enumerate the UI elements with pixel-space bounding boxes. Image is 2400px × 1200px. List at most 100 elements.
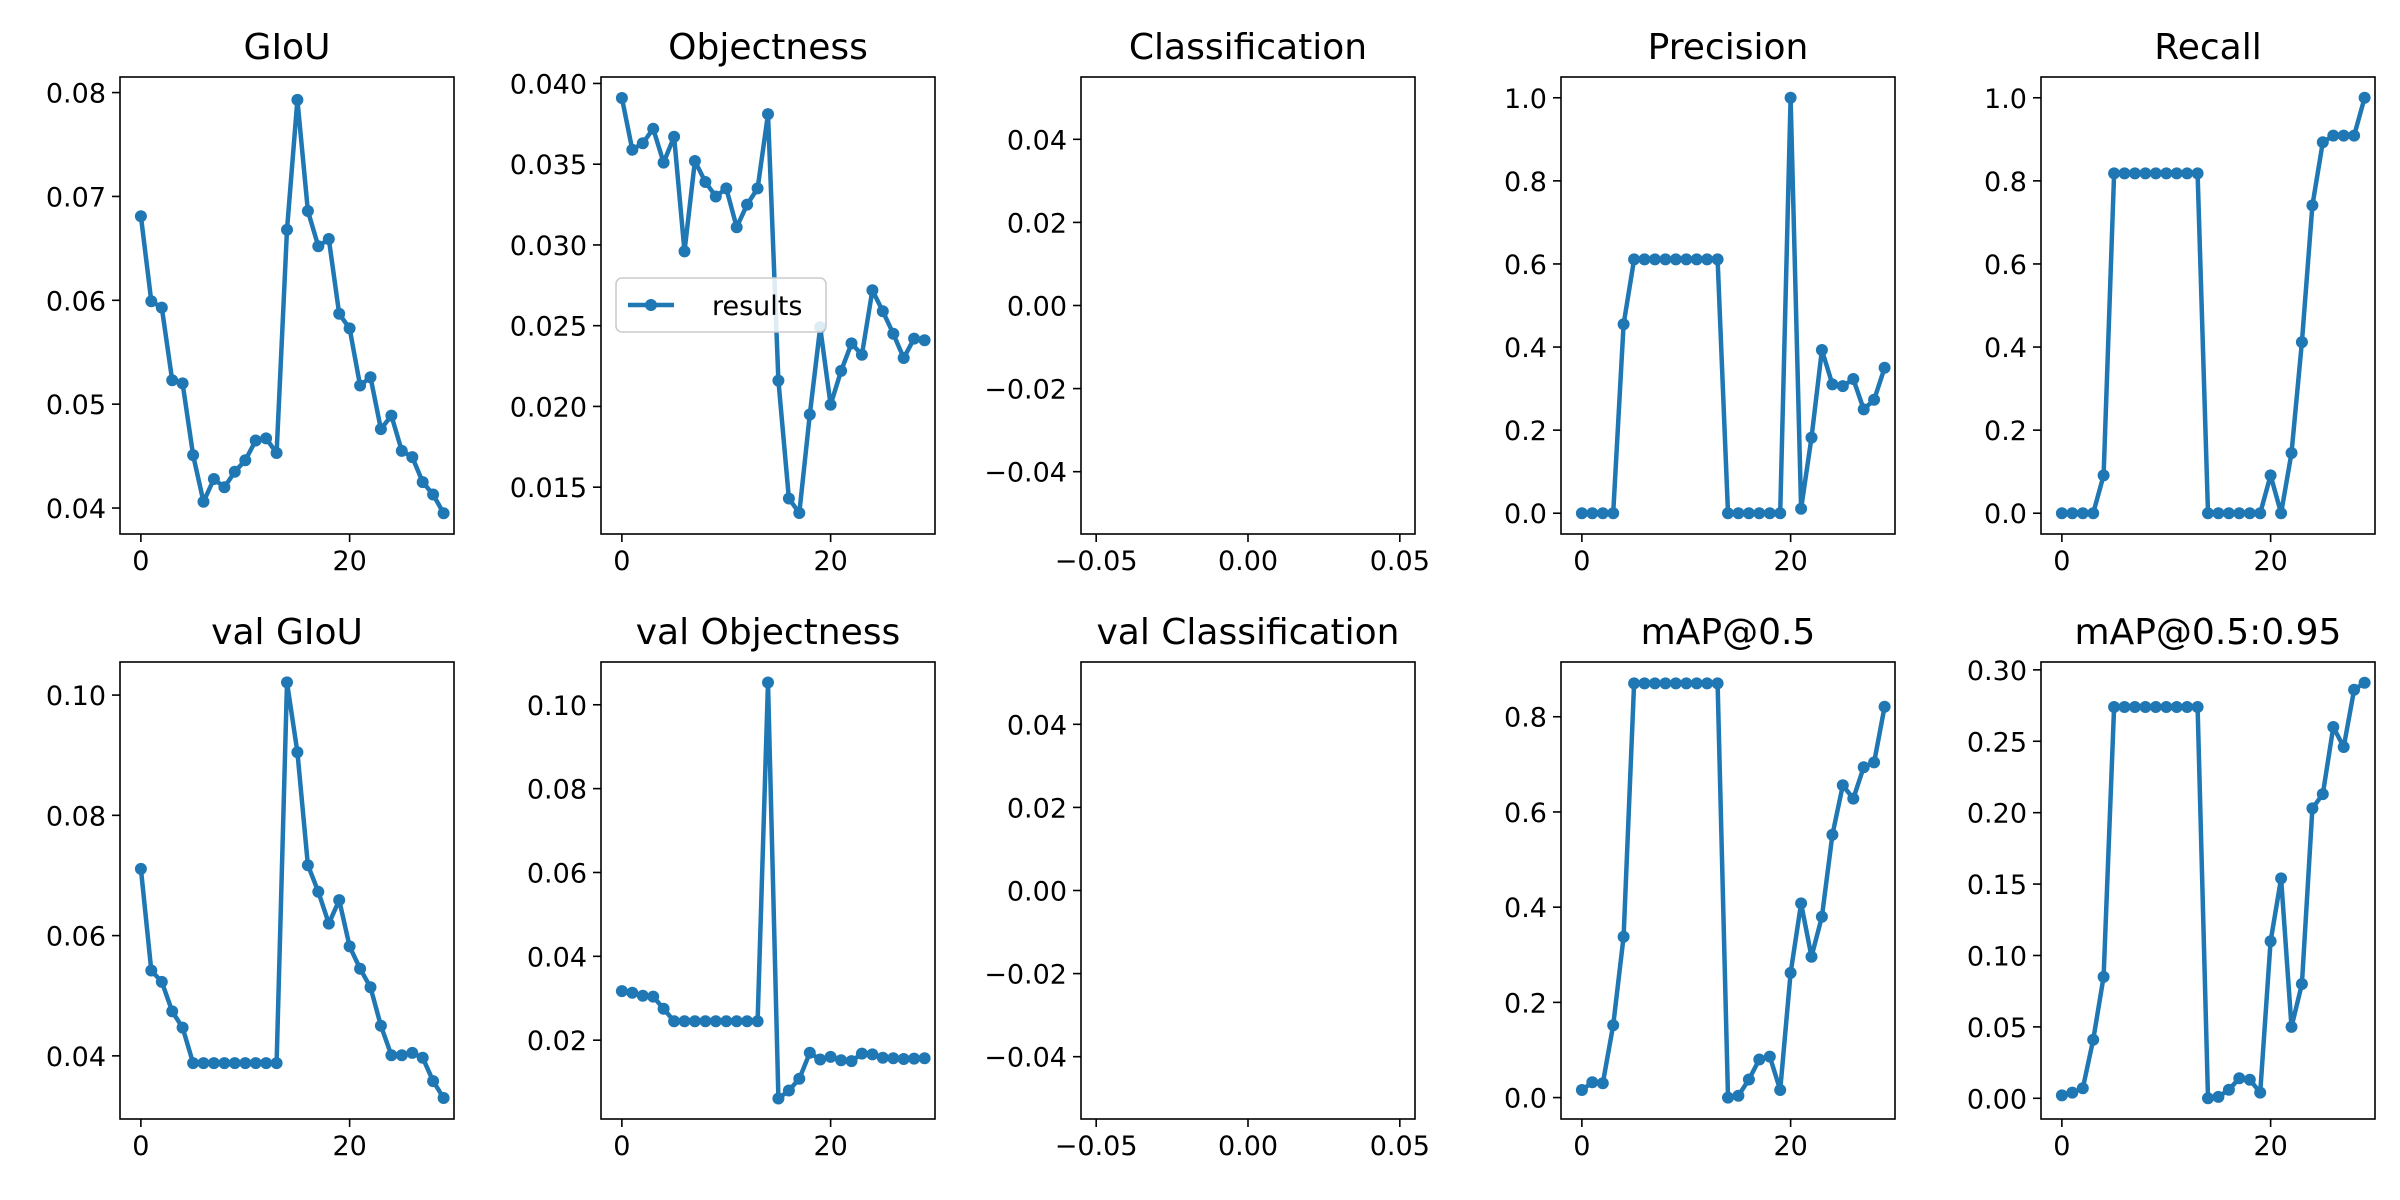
- subplot-title: mAP@0.5:0.95: [2075, 612, 2342, 653]
- data-point: [876, 1051, 889, 1064]
- data-point: [1795, 502, 1808, 515]
- data-point: [1586, 1076, 1599, 1089]
- subplot-title: GIoU: [244, 27, 331, 68]
- y-tick-label: 0.05: [46, 390, 106, 421]
- data-point: [2181, 701, 2194, 713]
- data-point: [2316, 788, 2329, 801]
- data-point: [281, 676, 293, 689]
- data-point: [741, 198, 754, 211]
- data-point: [312, 885, 325, 898]
- data-point: [657, 1002, 670, 1015]
- y-tick-label: 0.20: [1967, 799, 2027, 830]
- data-point: [762, 676, 774, 689]
- data-point: [197, 1057, 210, 1070]
- y-tick-label: 0.30: [1967, 656, 2027, 687]
- data-point: [1774, 1084, 1787, 1096]
- y-tick-label: 1.0: [1504, 84, 1547, 115]
- data-point: [364, 981, 377, 994]
- data-point: [1753, 507, 1766, 520]
- data-point: [772, 1092, 785, 1105]
- data-point: [416, 476, 429, 489]
- data-point: [2306, 199, 2319, 212]
- data-point: [782, 1084, 795, 1097]
- data-point: [814, 1053, 827, 1066]
- data-point: [730, 221, 743, 234]
- data-point: [2108, 701, 2121, 713]
- data-point: [385, 1049, 398, 1062]
- data-point: [1648, 677, 1661, 690]
- data-point: [887, 327, 900, 340]
- data-point: [1690, 677, 1703, 690]
- data-point: [2306, 802, 2319, 815]
- data-point: [2285, 447, 2298, 459]
- data-point: [134, 862, 147, 875]
- data-point: [343, 940, 356, 953]
- x-tick-label: 0.00: [1218, 546, 1278, 577]
- data-point: [2337, 741, 2350, 753]
- subplot-9: mAP@0.5:0.95 0 20 0.00 0.05 0.10 0.15 0.20 0.25 0…: [1967, 612, 2376, 1162]
- y-tick-label: 0.0: [1504, 499, 1547, 530]
- subplot-2: Classification −0.05 0.00 0.05 −0.04 −0.02 0.0…: [984, 27, 1430, 577]
- data-point: [1575, 507, 1588, 520]
- data-point: [730, 1015, 743, 1028]
- data-point: [615, 985, 628, 998]
- data-point: [1878, 361, 1891, 374]
- data-point: [2181, 167, 2194, 180]
- subplot-0: GIoU 0 20 0.04 0.05 0.06 0.07 0.08: [46, 27, 455, 577]
- data-point: [1868, 756, 1881, 769]
- data-point: [2348, 683, 2361, 696]
- data-point: [2128, 701, 2141, 713]
- y-tick-label: 0.4: [1504, 893, 1547, 924]
- data-point: [2128, 167, 2141, 180]
- y-tick-label: −0.02: [984, 960, 1067, 991]
- data-point: [1732, 1089, 1745, 1102]
- x-tick-label: 20: [2253, 1131, 2287, 1162]
- y-tick-label: 0.8: [1504, 703, 1547, 734]
- data-point: [2108, 167, 2121, 180]
- data-point: [437, 507, 450, 520]
- x-tick-label: 20: [813, 546, 847, 577]
- data-point: [166, 374, 179, 387]
- data-point: [845, 337, 858, 350]
- data-point: [1575, 1084, 1588, 1096]
- subplot-4: Recall 0 20 0.0 0.2 0.4 0.6 0.8 1.0: [1984, 27, 2376, 577]
- data-point: [1669, 253, 1682, 266]
- data-point: [793, 507, 806, 519]
- data-point: [887, 1052, 900, 1065]
- y-tick-label: 0.02: [1007, 793, 1067, 824]
- data-point: [647, 990, 660, 1003]
- x-tick-label: 0: [613, 1131, 630, 1162]
- y-tick-label: 0.6: [1504, 250, 1547, 281]
- data-point: [1857, 403, 1870, 416]
- data-point: [866, 1048, 879, 1061]
- data-point: [2055, 507, 2068, 520]
- data-point: [1607, 1019, 1620, 1032]
- y-tick-label: 0.015: [510, 473, 587, 504]
- y-tick-label: 0.06: [46, 286, 106, 317]
- data-point: [155, 301, 168, 314]
- data-point: [699, 1015, 712, 1028]
- data-point: [657, 156, 670, 169]
- data-point: [2055, 1089, 2068, 1102]
- subplot-7: val Classification −0.05 0.00 0.05 −0.04 −0.0…: [984, 612, 1430, 1162]
- data-point: [2202, 507, 2214, 520]
- data-point: [2066, 1086, 2079, 1099]
- data-point: [1607, 507, 1620, 520]
- data-point: [207, 473, 220, 485]
- data-point: [1784, 966, 1797, 979]
- data-point: [2243, 507, 2256, 520]
- data-point: [1763, 507, 1776, 520]
- y-tick-label: 0.030: [510, 231, 587, 262]
- y-tick-label: 0.05: [1967, 1013, 2027, 1044]
- data-point: [668, 1015, 681, 1028]
- data-point: [322, 233, 335, 245]
- data-point: [260, 432, 273, 445]
- y-tick-label: 0.08: [46, 801, 106, 832]
- x-tick-label: 0.05: [1370, 546, 1430, 577]
- data-point: [374, 1019, 387, 1032]
- data-point: [260, 1057, 273, 1070]
- data-point: [145, 964, 158, 977]
- data-point: [197, 495, 210, 508]
- data-point: [1690, 253, 1703, 266]
